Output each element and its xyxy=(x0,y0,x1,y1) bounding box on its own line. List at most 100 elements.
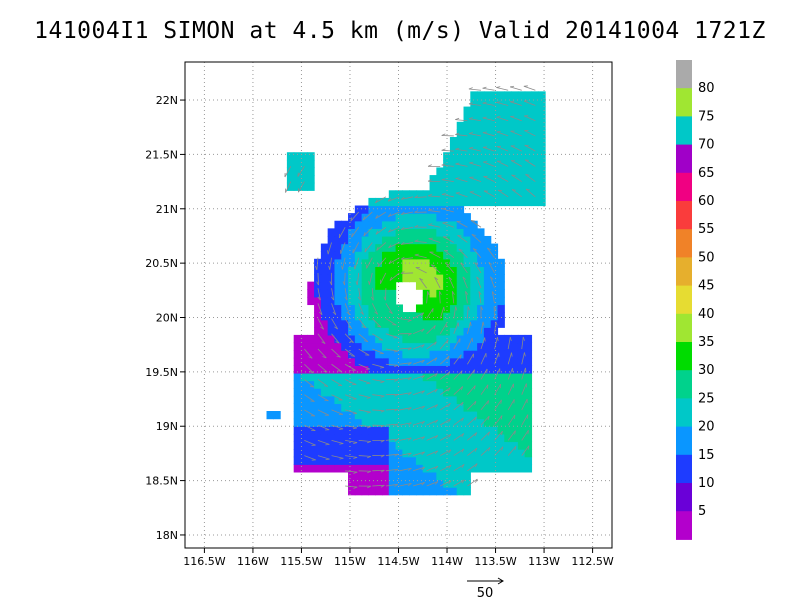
wind-vector-head xyxy=(488,447,491,452)
wind-cell xyxy=(354,456,363,465)
wind-cell xyxy=(395,418,403,427)
wind-vector xyxy=(524,130,536,137)
wind-cell xyxy=(354,426,363,435)
wind-cell xyxy=(354,312,363,321)
wind-vector-head xyxy=(434,419,438,424)
wind-cell xyxy=(463,190,471,199)
wind-cell xyxy=(463,365,471,374)
wind-cell xyxy=(517,350,526,359)
wind-cell xyxy=(402,372,410,382)
wind-vector xyxy=(482,117,495,122)
wind-vector xyxy=(480,400,489,411)
wind-cell xyxy=(490,243,499,252)
wind-cell xyxy=(415,312,424,321)
wind-vector xyxy=(344,303,350,315)
wind-cell xyxy=(354,274,363,283)
wind-cell xyxy=(463,456,471,465)
wind-cell xyxy=(402,479,410,488)
wind-cell xyxy=(375,274,383,283)
wind-cell xyxy=(395,350,403,359)
wind-cell xyxy=(341,388,349,397)
wind-cell xyxy=(327,456,336,465)
wind-cell xyxy=(375,220,383,229)
colorbar-swatch xyxy=(676,60,692,89)
wind-vector xyxy=(317,318,325,330)
wind-vector xyxy=(399,362,412,365)
wind-cell xyxy=(497,334,505,344)
wind-cell xyxy=(517,91,526,100)
wind-cell xyxy=(422,380,431,389)
wind-vector xyxy=(317,363,328,373)
wind-cell xyxy=(348,228,356,237)
wind-cell xyxy=(334,433,342,443)
wind-cell xyxy=(382,487,390,496)
wind-cell xyxy=(504,334,512,344)
wind-cell xyxy=(395,395,403,404)
wind-cell xyxy=(436,372,444,382)
wind-cell xyxy=(456,388,465,397)
wind-vector-head xyxy=(513,414,516,420)
wind-vector-head xyxy=(473,369,475,374)
wind-vector-head xyxy=(482,116,487,119)
wind-cell xyxy=(517,388,526,397)
wind-cell xyxy=(477,388,485,397)
wind-cell xyxy=(443,456,451,465)
wind-vector xyxy=(483,190,495,198)
wind-vector-head xyxy=(455,132,460,135)
wind-cell xyxy=(388,190,397,199)
reference-label: 50 xyxy=(477,586,494,600)
wind-cell xyxy=(504,190,512,199)
wind-cell xyxy=(368,197,376,207)
wind-cell xyxy=(334,327,342,336)
wind-vector xyxy=(467,447,478,456)
wind-cell xyxy=(483,304,492,313)
wind-cell xyxy=(388,441,397,450)
wind-vector-head xyxy=(407,333,412,336)
wind-vector-head xyxy=(421,451,425,455)
wind-vector xyxy=(317,348,327,359)
wind-cell xyxy=(443,365,451,374)
wind-cell xyxy=(443,251,451,260)
wind-cell xyxy=(388,228,397,237)
wind-vector xyxy=(453,417,464,426)
wind-vector xyxy=(376,242,387,251)
wind-vector-head xyxy=(414,239,419,242)
wind-cell xyxy=(327,312,336,321)
wind-cell xyxy=(449,167,458,176)
wind-vector xyxy=(497,175,509,182)
wind-vector-head xyxy=(375,230,379,235)
wind-cell xyxy=(341,411,349,420)
wind-cell xyxy=(436,471,444,481)
colorbar-swatch xyxy=(676,116,692,146)
wind-cell xyxy=(490,144,499,153)
wind-vector-head xyxy=(474,463,478,468)
wind-cell xyxy=(429,388,437,397)
wind-cell xyxy=(511,197,519,207)
wind-cell xyxy=(490,289,499,298)
wind-cell xyxy=(524,106,533,115)
wind-cell xyxy=(517,137,526,146)
wind-cell xyxy=(375,449,383,458)
wind-cell xyxy=(415,487,424,496)
wind-cell xyxy=(463,213,471,222)
wind-cell xyxy=(422,312,431,321)
wind-cell xyxy=(429,342,437,351)
wind-vector xyxy=(372,484,385,487)
wind-vector xyxy=(345,409,357,414)
wind-cell xyxy=(449,190,458,199)
wind-cell xyxy=(463,220,471,229)
wind-cell xyxy=(375,205,383,214)
wind-vector xyxy=(317,455,330,460)
wind-vector xyxy=(363,226,373,237)
wind-vector-head xyxy=(475,478,478,483)
wind-cell xyxy=(415,258,424,268)
wind-vector-head xyxy=(482,146,488,148)
wind-vector-head xyxy=(350,217,353,222)
wind-cell xyxy=(524,342,533,351)
wind-vector xyxy=(385,468,398,472)
wind-cell xyxy=(402,327,410,336)
wind-vector xyxy=(358,333,369,342)
wind-vector xyxy=(440,402,451,411)
wind-vector-head xyxy=(366,397,371,399)
wind-cell xyxy=(361,342,370,351)
